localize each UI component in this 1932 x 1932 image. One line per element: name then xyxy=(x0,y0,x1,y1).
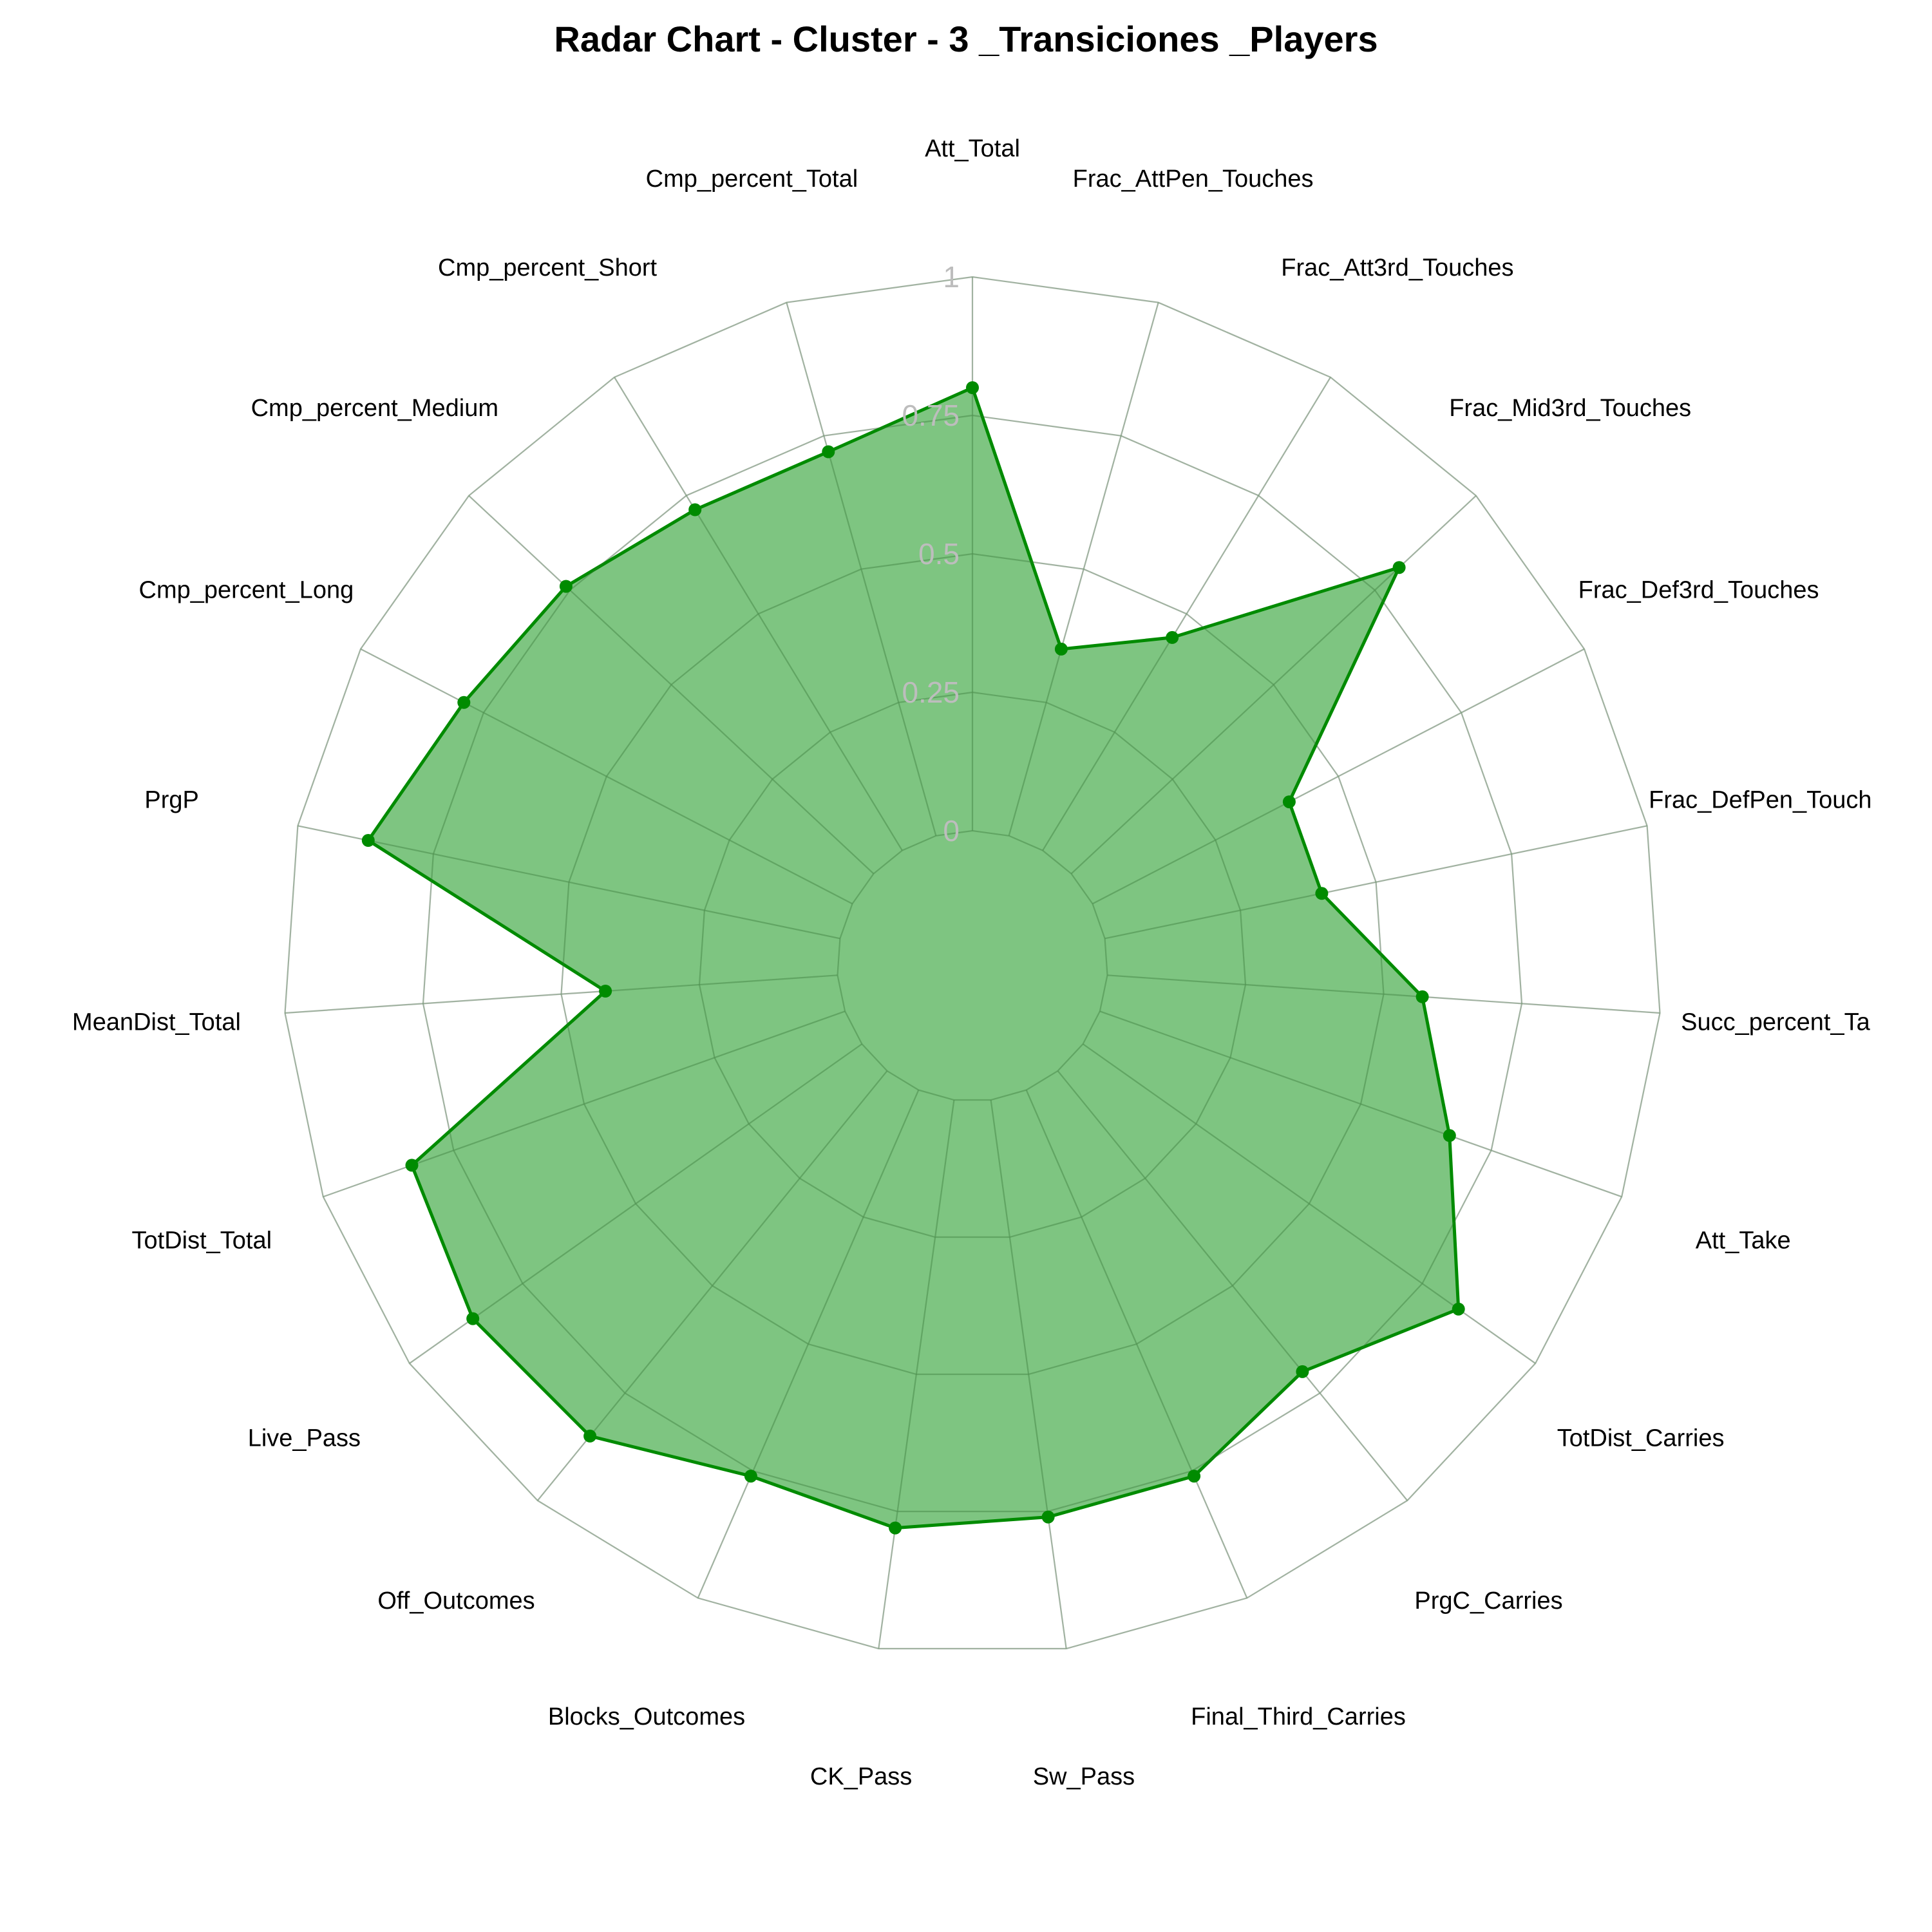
axis-label: Att_Total xyxy=(925,135,1020,162)
axis-label: TotDist_Carries xyxy=(1557,1425,1725,1452)
data-point xyxy=(822,445,835,459)
grid-spoke-inner xyxy=(786,302,937,837)
grid-spoke-inner xyxy=(697,1090,920,1598)
data-point xyxy=(1054,642,1068,656)
data-point xyxy=(1166,630,1179,644)
axis-label: Final_Third_Carries xyxy=(1191,1703,1406,1730)
data-point xyxy=(966,381,979,394)
axis-label: Frac_DefPen_Touches xyxy=(1649,787,1898,814)
grid-ring-inner xyxy=(837,829,1108,1101)
data-point xyxy=(466,1312,480,1325)
data-point xyxy=(688,503,702,516)
axis-label: Frac_Att3rd_Touches xyxy=(1281,254,1513,281)
radial-tick-label: 0.5 xyxy=(918,537,960,571)
data-point xyxy=(405,1159,419,1172)
grid-spoke-inner xyxy=(360,648,853,905)
axis-label: Succ_percent_Take xyxy=(1681,1009,1896,1036)
radar-inner-grid xyxy=(284,276,1661,1650)
grid-spoke-inner xyxy=(1092,648,1585,905)
grid-spoke-inner xyxy=(1070,495,1477,875)
data-point xyxy=(1188,1470,1201,1483)
grid-spoke-inner xyxy=(285,974,838,1014)
grid-spoke-inner xyxy=(1025,1090,1248,1598)
axis-label: Off_Outcomes xyxy=(377,1587,535,1615)
axis-label: Blocks_Outcomes xyxy=(548,1703,745,1730)
grid-ring-inner xyxy=(422,414,1523,1513)
axis-label: Frac_Mid3rd_Touches xyxy=(1449,395,1691,422)
axis-label: Live_Pass xyxy=(248,1425,361,1452)
data-point xyxy=(457,696,471,709)
data-point xyxy=(1392,561,1406,574)
data-point xyxy=(1041,1510,1055,1524)
grid-spoke-inner xyxy=(990,1099,1067,1649)
axis-label: Cmp_percent_Short xyxy=(438,254,658,281)
grid-spoke-inner xyxy=(614,377,903,851)
data-point xyxy=(583,1429,597,1443)
axis-label: TotDist_Total xyxy=(132,1227,272,1254)
radial-tick-labels: 0 0.25 0.5 0.75 1 xyxy=(902,260,960,848)
data-point xyxy=(559,580,573,593)
axis-label: Cmp_percent_Long xyxy=(139,577,354,604)
data-point xyxy=(1282,795,1296,809)
grid-spoke-inner xyxy=(409,1043,863,1364)
radial-tick-label: 0.25 xyxy=(902,676,960,709)
axis-label: Frac_Def3rd_Touches xyxy=(1578,577,1819,604)
grid-ring xyxy=(284,276,1661,1650)
grid-ring-inner xyxy=(560,553,1385,1376)
data-point xyxy=(599,985,612,998)
grid-spoke-inner xyxy=(1107,974,1660,1014)
data-point xyxy=(889,1521,902,1535)
data-point xyxy=(744,1470,757,1483)
axis-label: Sw_Pass xyxy=(1033,1763,1135,1790)
data-point xyxy=(1416,990,1429,1003)
data-point xyxy=(1452,1302,1465,1316)
axis-label: Cmp_percent_Medium xyxy=(251,395,498,422)
grid-spoke-inner xyxy=(536,1070,888,1501)
data-point xyxy=(1443,1129,1456,1142)
data-point xyxy=(1315,887,1329,900)
radar-series xyxy=(366,386,1461,1530)
data-point xyxy=(361,834,375,847)
axis-label: Frac_AttPen_Touches xyxy=(1073,166,1314,193)
grid-ring-inner xyxy=(698,691,1247,1238)
axis-label: PrgC_Carries xyxy=(1414,1587,1562,1615)
grid-ring-inner xyxy=(284,276,1661,1650)
radial-tick-label: 0 xyxy=(943,814,960,848)
axis-label: PrgP xyxy=(144,787,198,814)
axis-label: MeanDist_Total xyxy=(72,1009,241,1036)
grid-spoke-inner xyxy=(298,825,840,940)
axis-label: Cmp_percent_Total xyxy=(646,166,858,193)
series-area xyxy=(366,386,1461,1530)
radial-tick-label: 1 xyxy=(943,260,960,294)
axis-label: CK_Pass xyxy=(810,1763,912,1790)
grid-spoke-inner xyxy=(1057,1070,1408,1501)
data-point xyxy=(1296,1365,1309,1378)
axis-label: Att_Take xyxy=(1696,1227,1791,1254)
grid-spoke-inner xyxy=(1099,1010,1622,1198)
radar-points xyxy=(361,381,1465,1535)
grid-spoke-inner xyxy=(1104,825,1647,940)
grid-spoke-inner xyxy=(468,495,875,875)
grid-spoke-inner xyxy=(1008,302,1159,837)
grid-spoke-inner xyxy=(878,1099,955,1649)
axis-labels: Att_Total Frac_AttPen_Touches Frac_Att3rd_… xyxy=(72,135,1898,1790)
grid-spoke-inner xyxy=(1042,377,1331,851)
radial-tick-label: 0.75 xyxy=(902,399,960,432)
chart-title: Radar Chart - Cluster - 3 _Transiciones … xyxy=(554,19,1378,59)
